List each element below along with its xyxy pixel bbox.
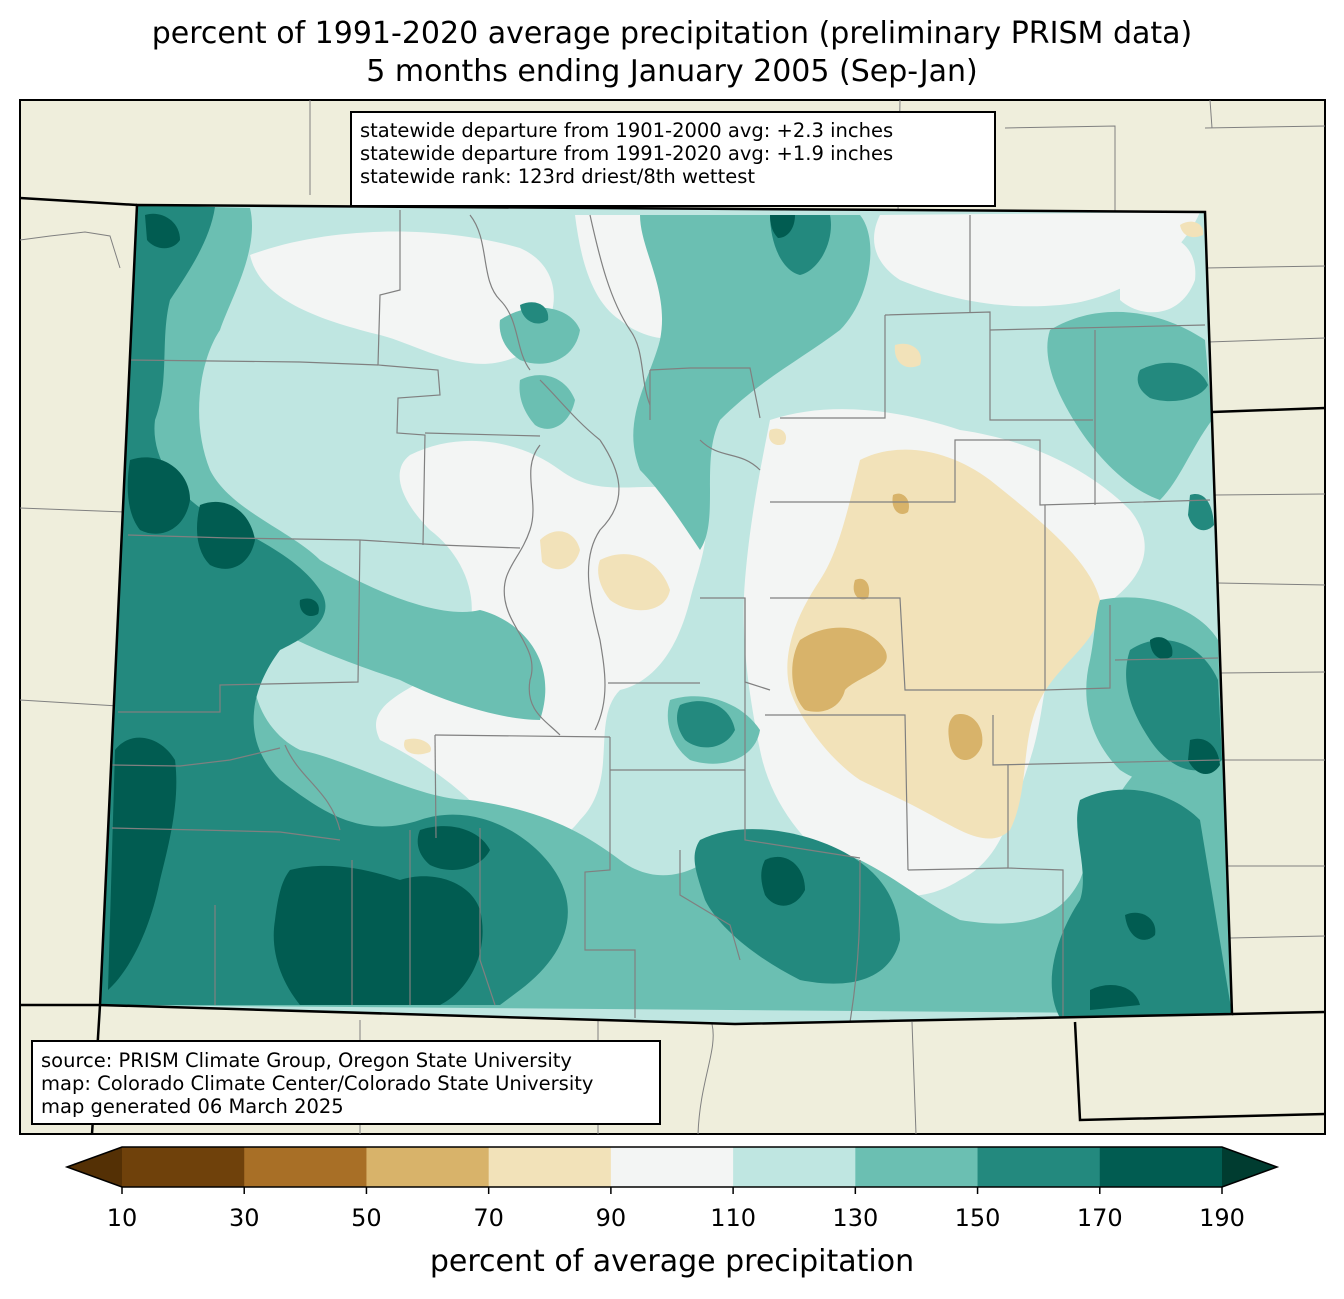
colorbar-tick-label: 50 (351, 1204, 382, 1232)
colorbar-bin-70-90 (488, 1147, 612, 1187)
colorbar-label: percent of average precipitation (429, 1244, 915, 1279)
source-line-generated: map generated 06 March 2025 (41, 1095, 344, 1118)
colorbar-tick-label: 130 (832, 1204, 879, 1232)
source-line-map: map: Colorado Climate Center/Colorado St… (41, 1072, 594, 1095)
colorbar-bin-10-30 (122, 1147, 245, 1187)
stats-line-rank: statewide rank: 123rd driest/8th wettest (360, 165, 756, 188)
colorbar-bin-90-110 (610, 1147, 734, 1187)
stats-line-1991-2020: statewide departure from 1991-2020 avg: … (360, 142, 894, 165)
colorbar-bin-130-150 (855, 1147, 979, 1187)
colorbar-bin-110-130 (733, 1147, 856, 1187)
colorbar-tick-label: 10 (106, 1204, 138, 1232)
colorbar-bin-50-70 (366, 1147, 490, 1187)
colorbar (64, 1146, 1280, 1194)
statewide-stats-box: statewide departure from 1901-2000 avg: … (350, 111, 996, 207)
neighbor-counties (20, 100, 1325, 1134)
colorbar-under-arrow (67, 1147, 122, 1187)
colorbar-tick-label: 30 (228, 1204, 260, 1232)
colorbar-bin-30-50 (244, 1147, 367, 1187)
colorbar-tick-label: 70 (473, 1204, 504, 1232)
colorbar-bin-150-170 (977, 1147, 1101, 1187)
colorbar-tick-label: 170 (1076, 1204, 1123, 1232)
source-line-prism: source: PRISM Climate Group, Oregon Stat… (41, 1049, 572, 1072)
precipitation-field (100, 205, 1232, 1024)
colorbar-over-arrow (1222, 1147, 1277, 1187)
colorado-county-lines (111, 210, 1221, 1023)
map-title-line1: percent of 1991-2020 average precipitati… (151, 16, 1193, 51)
stats-line-1901-2000: statewide departure from 1901-2000 avg: … (360, 119, 894, 142)
map-title-line2: 5 months ending January 2005 (Sep-Jan) (366, 54, 978, 89)
colorbar-tick-label: 190 (1199, 1204, 1245, 1232)
source-box: source: PRISM Climate Group, Oregon Stat… (31, 1040, 661, 1125)
colorbar-tick-label: 110 (710, 1204, 757, 1232)
colorbar-bin-170-190 (1099, 1147, 1223, 1187)
colorbar-tick-label: 90 (595, 1204, 627, 1232)
colorbar-tick-label: 150 (954, 1204, 1001, 1232)
colorado-state-border (98, 203, 1234, 1026)
